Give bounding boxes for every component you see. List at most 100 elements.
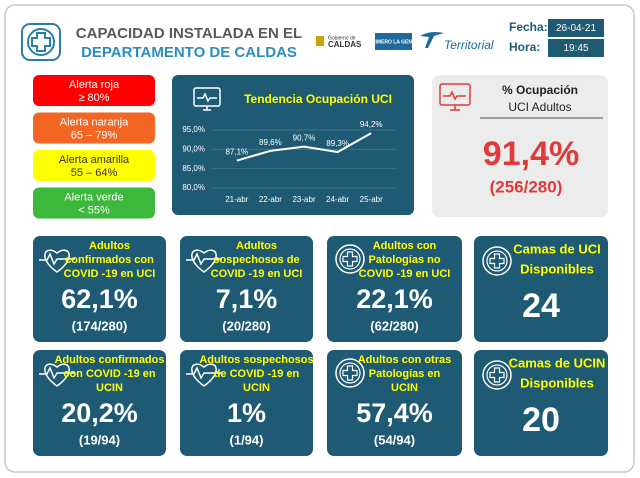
header-icon xyxy=(21,23,61,61)
card: Adultos sospechosos de COVID -19 en UCI 7,1… xyxy=(180,236,313,342)
card-title: UCIN xyxy=(96,382,123,394)
pulse-icon xyxy=(186,366,222,380)
x-tick-label: 21-abr xyxy=(225,195,248,204)
header-subtitle: DEPARTAMENTO DE CALDAS xyxy=(81,44,297,61)
card-box xyxy=(327,350,462,456)
card-detail: (20/280) xyxy=(222,318,270,333)
card-title: Disponibles xyxy=(520,375,594,390)
logo-text: Gobierno de xyxy=(328,35,356,41)
card-detail: (19/94) xyxy=(79,432,120,447)
card-value: 1% xyxy=(227,398,266,428)
plus-icon xyxy=(489,367,505,383)
x-tick-label: 24-abr xyxy=(326,195,349,204)
data-label: 87,1% xyxy=(225,148,248,157)
card-value: 7,1% xyxy=(216,284,278,314)
card: Camas de UCI Disponibles 24 xyxy=(474,236,608,342)
card-title: COVID -19 en UCI xyxy=(359,268,451,280)
trend-title: Tendencia Ocupación UCI xyxy=(244,92,392,106)
card-value: 24 xyxy=(522,287,560,325)
card-title: con COVID -19 en xyxy=(63,368,156,380)
pulse-icon xyxy=(186,252,222,266)
data-label: 94,2% xyxy=(360,120,383,129)
card-detail: (1/94) xyxy=(230,432,264,447)
plus-icon xyxy=(339,248,361,270)
alert-label: Alerta amarilla xyxy=(59,154,130,166)
trend-panel xyxy=(172,75,414,215)
card-title: Adultos xyxy=(89,240,130,252)
card-value: 22,1% xyxy=(356,284,433,314)
card-title: Camas de UCI xyxy=(513,241,600,256)
x-tick-label: 22-abr xyxy=(259,195,282,204)
x-tick-label: 25-abr xyxy=(360,195,383,204)
card-value: 20,2% xyxy=(61,398,138,428)
card-title: Adultos con otras xyxy=(358,354,452,366)
plus-icon xyxy=(335,244,365,274)
logo-text: Territorial xyxy=(444,38,494,52)
header-title: CAPACIDAD INSTALADA EN EL xyxy=(76,25,302,42)
data-label: 90,7% xyxy=(293,134,316,143)
plus-icon xyxy=(489,253,505,269)
logo-mark xyxy=(420,32,444,48)
monitor-icon xyxy=(439,83,471,111)
card: Adultos con otras Patologías en UCIN 57,4% (… xyxy=(327,350,462,456)
card-title: de COVID -19 en xyxy=(214,368,300,380)
card-title: Camas de UCIN xyxy=(509,355,606,370)
alert-range: 65 – 79% xyxy=(71,129,118,141)
plus-icon xyxy=(335,358,365,388)
card-title: UCIN xyxy=(391,382,418,394)
occupancy-title: UCI Adultos xyxy=(508,100,571,114)
alert-range: 55 – 64% xyxy=(71,167,118,179)
card-title: Disponibles xyxy=(520,261,594,276)
card-box xyxy=(327,236,462,342)
plus-icon xyxy=(342,251,358,267)
card-title: confirmados con xyxy=(65,254,154,266)
hora: 19:45 xyxy=(563,43,588,54)
y-tick-label: 90,0% xyxy=(182,144,205,153)
fecha-box xyxy=(548,19,604,37)
pulse-icon xyxy=(39,366,75,380)
fecha: 26-04-21 xyxy=(556,23,596,34)
card-title: Adultos xyxy=(236,240,277,252)
x-tick-label: 23-abr xyxy=(292,195,315,204)
card-title: Adultos con xyxy=(373,240,437,252)
card-title: Patologías en xyxy=(369,368,441,380)
card-detail: (174/280) xyxy=(72,318,128,333)
card-title: Adultos sospechosos xyxy=(199,354,313,366)
logo-shield xyxy=(316,36,324,46)
card-box xyxy=(474,350,608,456)
plus-icon xyxy=(482,246,512,276)
alert-range: < 55% xyxy=(78,204,110,216)
card-title: Patologías no xyxy=(368,254,440,266)
monitor-icon xyxy=(193,87,221,111)
plus-icon xyxy=(486,364,508,386)
alert-range: ≥ 80% xyxy=(78,92,109,104)
card: Camas de UCIN Disponibles 20 xyxy=(474,350,608,456)
y-tick-label: 80,0% xyxy=(182,183,205,192)
logo-box xyxy=(375,33,412,50)
card-title: Adultos confirmados xyxy=(54,354,164,366)
occupancy-detail: (256/280) xyxy=(490,177,563,196)
data-label: 89,6% xyxy=(259,138,282,147)
card-title: COVID -19 en UCI xyxy=(64,268,156,280)
card: Adultos con Patologías no COVID -19 en UCI… xyxy=(327,236,462,342)
y-tick-label: 95,0% xyxy=(182,125,205,134)
card-value: 57,4% xyxy=(356,398,433,428)
plus-icon xyxy=(342,365,358,381)
card-detail: (54/94) xyxy=(374,432,415,447)
fecha-label: Fecha: xyxy=(509,20,548,34)
alert-box xyxy=(33,150,155,181)
plus-icon xyxy=(486,250,508,272)
pulse-icon xyxy=(39,252,75,266)
data-label: 89,3% xyxy=(326,139,349,148)
logo-text: PRIMERO LA GENTE xyxy=(369,39,419,45)
card: Adultos confirmados con COVID -19 en UCI 62… xyxy=(33,236,166,342)
hora-label: Hora: xyxy=(509,40,540,54)
card-title: UCIN xyxy=(243,382,270,394)
card-title: COVID -19 en UCI xyxy=(211,268,303,280)
trend-line xyxy=(236,132,372,162)
alert-box xyxy=(33,187,155,219)
card-value: 62,1% xyxy=(61,284,138,314)
plus-icon xyxy=(482,360,512,390)
alert-label: Alerta verde xyxy=(64,191,123,203)
